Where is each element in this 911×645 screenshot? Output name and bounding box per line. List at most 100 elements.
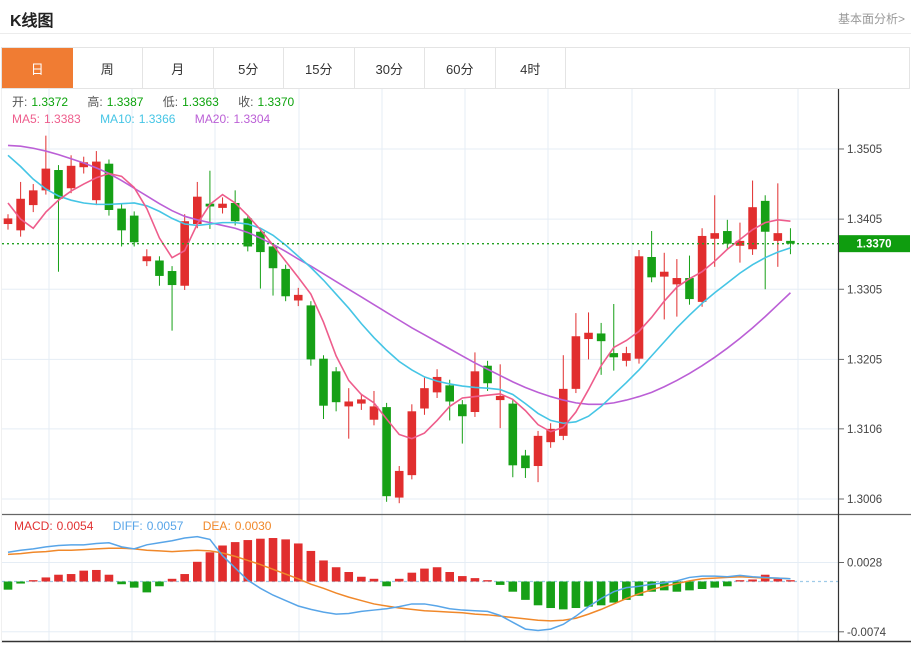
macd-bar <box>546 581 555 609</box>
macd-bar <box>634 581 644 596</box>
axis-tick-label: 0.0028 <box>847 557 882 569</box>
macd-bar <box>79 570 89 582</box>
candle-body <box>521 455 530 469</box>
ma5-line <box>7 172 791 440</box>
close-value: 1.3370 <box>257 95 295 109</box>
candle-body <box>268 246 278 269</box>
candle-body <box>445 385 454 402</box>
macd-bar <box>129 581 139 588</box>
macd-bar <box>495 581 505 585</box>
candle-body <box>331 371 341 403</box>
macd-bar <box>470 578 480 582</box>
axis-labels: 1.3505 1.3405 1.3305 1.3205 1.3106 1.3006 0.00… <box>839 144 887 639</box>
candle-body <box>571 336 581 389</box>
macd-bar <box>369 578 379 582</box>
axis-tick-label: 1.3106 <box>847 424 882 436</box>
high-value: 1.3387 <box>106 95 144 109</box>
period-tab-6[interactable]: 60分 <box>425 48 496 88</box>
candle-body <box>420 388 429 409</box>
diff-value: 0.0057 <box>146 519 184 533</box>
dea-value: 0.0030 <box>234 519 272 533</box>
period-tab-7[interactable]: 4时 <box>495 48 566 88</box>
macd-bar <box>306 550 316 582</box>
low-label: 低: <box>162 95 179 109</box>
period-tab-4[interactable]: 15分 <box>284 48 355 88</box>
candle-body <box>230 202 240 222</box>
macd-bar <box>281 539 290 582</box>
period-tab-0[interactable]: 日 <box>2 48 73 88</box>
page-title: K线图 <box>10 13 54 30</box>
ma20-line <box>7 144 791 406</box>
macd-bar <box>16 581 25 584</box>
period-tab-2[interactable]: 月 <box>143 48 214 88</box>
candle-body <box>634 256 644 359</box>
macd-bar <box>407 572 417 582</box>
candle-body <box>293 294 303 301</box>
macd-bar <box>723 581 732 587</box>
macd-bar <box>685 581 694 591</box>
candle-body <box>28 190 38 206</box>
macd-label: MACD: <box>14 519 53 533</box>
grid-lines <box>2 89 838 642</box>
candle-body <box>407 411 417 476</box>
open-value: 1.3372 <box>31 95 69 109</box>
macd-bar <box>357 576 366 582</box>
macd-bar <box>193 561 202 582</box>
macd-bar <box>786 580 795 582</box>
period-tab-1[interactable]: 周 <box>72 48 143 88</box>
candle-body <box>193 196 202 225</box>
high-label: 高: <box>87 95 103 109</box>
widget-header: K线图 基本面分析> <box>0 0 911 34</box>
macd-bar <box>647 581 656 592</box>
ma5 <box>7 172 791 440</box>
candle-body <box>79 162 89 168</box>
axis-tick-label: -0.0074 <box>847 627 887 639</box>
macd-bar <box>319 560 328 582</box>
ma10-label: MA10: <box>100 112 135 126</box>
dea-line <box>7 547 791 622</box>
candle-body <box>710 233 720 239</box>
macd-bar <box>672 581 682 592</box>
macd-info: MACD: 0.0054 DIFF: 0.0057 DEA: 0.0030 <box>14 519 275 533</box>
axis-tick-label: 1.3505 <box>847 144 882 156</box>
macd-bar <box>66 574 76 582</box>
candle-body <box>344 401 354 407</box>
macd-bar <box>256 538 265 582</box>
current-price-tag-label: 1.3370 <box>856 239 891 251</box>
macd-bar <box>230 542 240 582</box>
candle-body <box>66 165 76 189</box>
candle-body <box>155 260 164 276</box>
diff-line <box>7 535 791 632</box>
period-tab-3[interactable]: 5分 <box>213 48 284 88</box>
ma10 <box>7 154 791 425</box>
macd-bar <box>596 581 606 606</box>
kline-chart[interactable]: 1.3505 1.3405 1.3305 1.3205 1.3106 1.3006 0.00… <box>1 89 911 643</box>
fundamental-analysis-link[interactable]: 基本面分析> <box>837 12 905 26</box>
macd-bar <box>28 580 38 582</box>
macd-bar <box>205 552 215 582</box>
candle-body <box>41 168 51 191</box>
candle-body <box>786 240 795 244</box>
macd-bar <box>483 580 492 582</box>
candle-body <box>104 163 114 210</box>
macd-bar <box>432 567 442 582</box>
macd-bar <box>521 581 530 600</box>
macd-bar <box>584 581 593 607</box>
candle-body <box>546 428 555 443</box>
kline-svg[interactable]: 1.3505 1.3405 1.3305 1.3205 1.3106 1.3006 0.00… <box>2 89 911 643</box>
current-price-marker: 1.3370 <box>2 235 910 253</box>
candle-body <box>609 353 619 358</box>
candle-body <box>495 395 505 401</box>
macd-bar <box>773 578 783 582</box>
ma20-label: MA20: <box>194 112 230 126</box>
candle-body <box>508 403 518 466</box>
dea-label: DEA: <box>202 519 231 533</box>
candle-body <box>54 170 63 199</box>
macd-bar <box>218 545 227 582</box>
macd-bar <box>458 576 467 582</box>
candle-body <box>92 161 101 201</box>
candle-body <box>458 404 467 417</box>
candle-body <box>672 278 682 285</box>
period-tab-5[interactable]: 30分 <box>354 48 425 88</box>
macd-bar <box>3 581 13 590</box>
